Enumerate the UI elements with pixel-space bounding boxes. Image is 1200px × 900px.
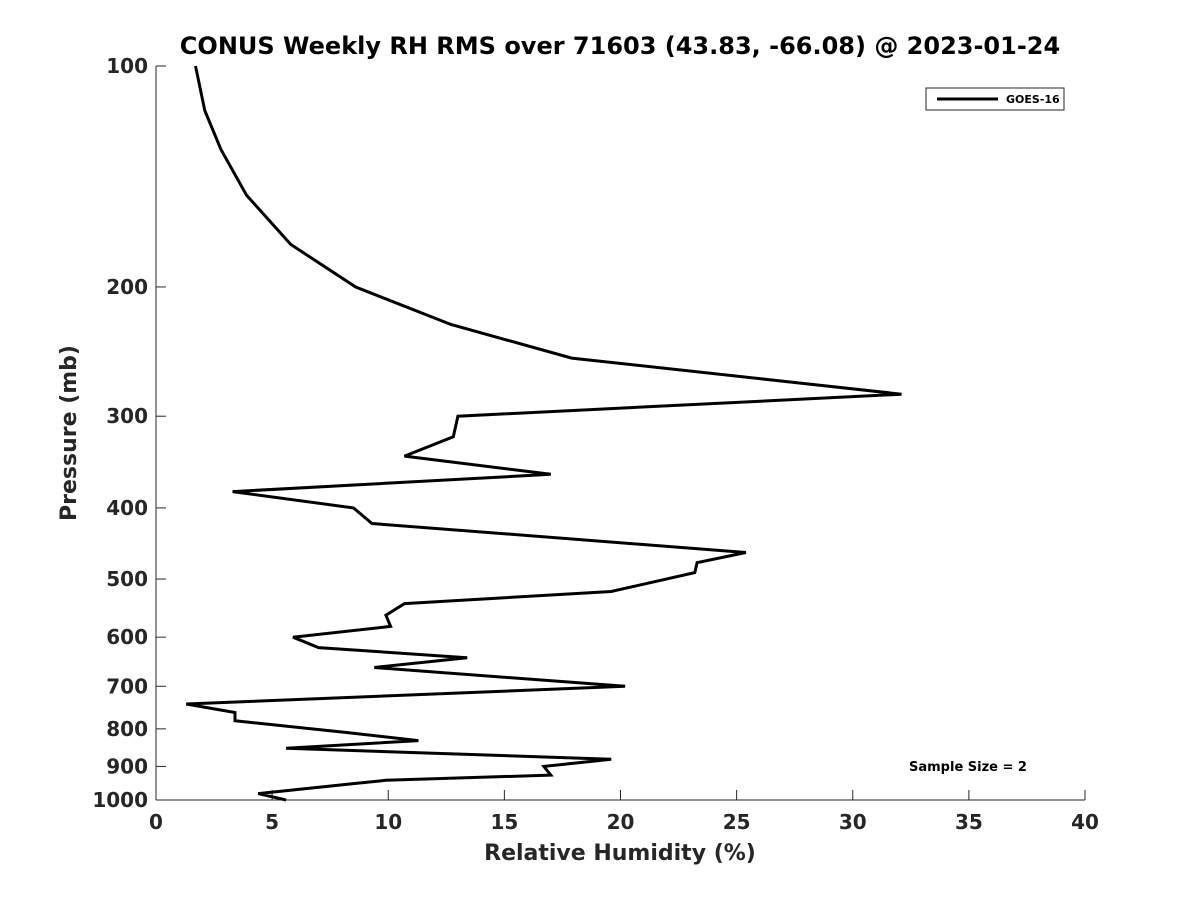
- x-tick-label: 20: [607, 810, 635, 834]
- y-tick-label: 300: [106, 404, 148, 428]
- x-tick-label: 40: [1071, 810, 1099, 834]
- y-axis-label: Pressure (mb): [57, 345, 82, 521]
- legend-entry-goes-16: GOES-16: [1006, 93, 1060, 106]
- y-tick-label: 500: [106, 567, 148, 591]
- x-tick-label: 25: [723, 810, 751, 834]
- sample-size-annotation: Sample Size = 2: [909, 760, 1027, 775]
- x-tick-label: 0: [149, 810, 163, 834]
- x-tick-label: 5: [265, 810, 279, 834]
- plot-axes: [155, 66, 1085, 801]
- legend: GOES-16: [925, 87, 1065, 111]
- x-axis-ticks: 0 5 10 15 20 25 30 35 40: [149, 790, 1099, 834]
- x-axis-label: Relative Humidity (%): [484, 841, 756, 866]
- series-layer: [185, 65, 902, 802]
- x-tick-label: 35: [955, 810, 983, 834]
- y-tick-label: 600: [106, 625, 148, 649]
- x-tick-label: 15: [490, 810, 518, 834]
- y-tick-label: 200: [106, 275, 148, 299]
- chart-title: CONUS Weekly RH RMS over 71603 (43.83, -…: [180, 32, 1060, 60]
- x-tick-label: 10: [374, 810, 402, 834]
- x-tick-label: 30: [839, 810, 867, 834]
- y-tick-label: 400: [106, 496, 148, 520]
- y-tick-label: 900: [106, 754, 148, 778]
- y-tick-label: 800: [106, 717, 148, 741]
- y-tick-label: 1000: [92, 788, 148, 812]
- y-tick-label: 100: [106, 54, 148, 78]
- series-line-goes-16: [185, 65, 902, 802]
- y-axis-ticks: 100 200 300 400 500 600 700 800 900 1000: [92, 54, 166, 812]
- y-tick-label: 700: [106, 674, 148, 698]
